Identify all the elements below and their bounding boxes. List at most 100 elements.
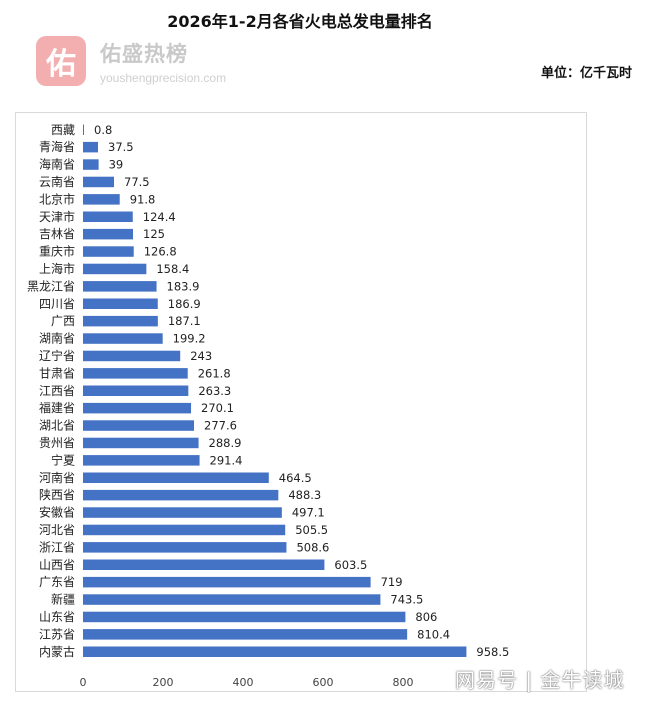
bar: [83, 385, 189, 396]
category-label: 浙江省: [39, 540, 75, 554]
bar: [83, 507, 282, 518]
bar: [83, 472, 269, 483]
value-label: 186.9: [168, 297, 201, 311]
value-label: 277.6: [204, 419, 237, 433]
category-label: 福建省: [39, 400, 75, 415]
bar: [83, 281, 157, 292]
category-label: 辽宁省: [39, 348, 75, 363]
bar: [83, 524, 286, 536]
value-label: 288.9: [209, 436, 242, 450]
category-label: 湖南省: [39, 331, 75, 346]
category-label: 湖北省: [39, 418, 75, 433]
category-label: 山东省: [39, 610, 75, 624]
x-tick-label: 0: [80, 676, 87, 689]
bars: [83, 124, 467, 657]
value-label: 270.1: [201, 401, 234, 415]
value-label: 183.9: [167, 279, 200, 293]
value-label: 243: [190, 349, 212, 363]
value-label: 603.5: [334, 558, 367, 572]
bar: [83, 594, 381, 605]
x-tick-labels: 0 200 400 600 800: [80, 676, 414, 689]
bar: [83, 489, 279, 501]
category-label: 西藏: [51, 123, 75, 137]
value-label: 958.5: [476, 645, 509, 659]
bar: [83, 228, 133, 240]
value-label: 125: [143, 227, 165, 241]
category-label: 陕西省: [39, 487, 75, 502]
chart-title: 2026年1-2月各省火电总发电量排名: [167, 12, 433, 31]
bar: [83, 350, 181, 362]
bar: [83, 246, 134, 257]
value-label: 158.4: [156, 262, 189, 276]
bar: [83, 646, 467, 657]
bar: [83, 159, 99, 170]
value-label: 719: [381, 575, 403, 589]
x-tick-label: 200: [153, 676, 174, 689]
logo-name: 佑盛热榜: [100, 42, 188, 66]
logo-icon: 佑: [36, 36, 86, 86]
category-label: 广西: [51, 314, 75, 328]
bar: [83, 542, 287, 553]
x-tick-label: 400: [233, 676, 254, 689]
category-label: 青海省: [39, 139, 75, 154]
category-label: 宁夏: [51, 452, 75, 467]
category-label: 吉林省: [39, 227, 75, 241]
value-label: 126.8: [144, 245, 177, 259]
value-label: 810.4: [417, 627, 450, 641]
category-label: 山西省: [39, 558, 75, 572]
category-label: 江苏省: [39, 627, 75, 641]
value-label: 464.5: [279, 471, 312, 485]
logo-url: yousheng­precision.com: [100, 71, 227, 85]
category-label: 贵州省: [39, 436, 75, 450]
bar: [83, 402, 192, 414]
category-label: 北京市: [39, 191, 75, 206]
value-label: 91.8: [130, 192, 156, 206]
category-label: 江西省: [39, 384, 75, 398]
value-label: 743.5: [390, 593, 423, 607]
value-label: 488.3: [288, 488, 321, 502]
value-label: 124.4: [143, 210, 176, 224]
category-label: 河南省: [39, 470, 75, 485]
category-label: 天津市: [39, 209, 75, 224]
bar: [83, 611, 406, 623]
category-label: 四川省: [39, 297, 75, 311]
category-label: 上海市: [39, 261, 75, 276]
category-label: 河北省: [39, 523, 75, 537]
bar: [83, 368, 188, 379]
category-label: 新疆: [51, 592, 75, 607]
category-label: 云南省: [39, 174, 75, 189]
bar: [83, 176, 114, 188]
category-label: 重庆市: [39, 244, 75, 259]
bar: [83, 629, 408, 640]
bar: [83, 124, 84, 135]
bar: [83, 559, 325, 570]
value-label: 0.8: [94, 123, 112, 137]
chart-frame: 西藏 青海省 海南省 云南省 北京市 天津市 吉林省 重庆市 上海市 黑龙江省 四川省 广西 湖南省 辽宁…: [15, 112, 587, 692]
bar: [83, 298, 158, 309]
watermark: 网易号 | 金牛读城: [455, 668, 625, 692]
bar: [83, 455, 200, 466]
value-label: 39: [109, 158, 124, 172]
category-label: 海南省: [39, 157, 75, 172]
value-label: 505.5: [295, 523, 328, 537]
bar: [83, 194, 120, 205]
category-label: 安徽省: [39, 505, 75, 520]
value-label: 187.1: [168, 314, 201, 328]
bar: [83, 315, 158, 327]
x-tick-label: 600: [313, 676, 334, 689]
value-label: 291.4: [210, 453, 243, 467]
category-label: 内蒙古: [39, 644, 75, 659]
value-label: 508.6: [296, 540, 329, 554]
value-label: 199.2: [173, 332, 206, 346]
value-label: 77.5: [124, 175, 150, 189]
value-label: 263.3: [198, 384, 231, 398]
category-label: 甘肃省: [39, 366, 75, 380]
bar: [83, 576, 371, 588]
category-labels: 西藏青海省海南省云南省北京市天津市吉林省重庆市上海市黑龙江省四川省广西湖南省辽宁…: [27, 123, 75, 659]
value-label: 37.5: [108, 140, 134, 154]
bar-chart: 西藏青海省海南省云南省北京市天津市吉林省重庆市上海市黑龙江省四川省广西湖南省辽宁…: [27, 123, 509, 689]
value-label: 806: [415, 610, 437, 624]
value-label: 497.1: [292, 506, 325, 520]
bar: [83, 211, 133, 222]
